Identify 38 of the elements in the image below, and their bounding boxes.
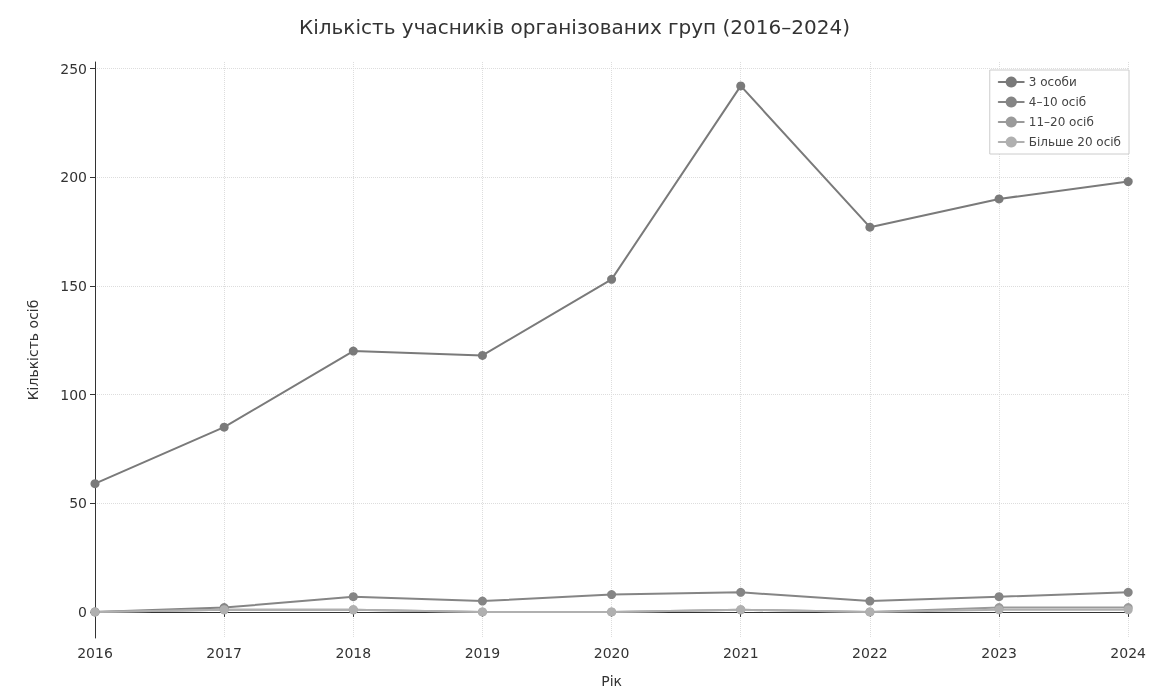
point [219, 422, 229, 432]
y-tick-label: 50 [69, 495, 87, 512]
legend-label: Більше 20 осіб [1028, 135, 1122, 149]
legend-label: 11–20 осіб [1028, 115, 1094, 129]
x-tick-label: 2018 [335, 645, 372, 661]
point [994, 194, 1004, 204]
x-tick-label: 2023 [981, 645, 1017, 661]
point [348, 592, 358, 602]
point [607, 590, 617, 600]
point [1123, 587, 1133, 597]
point [1123, 177, 1133, 187]
legend-label: 4–10 осіб [1028, 95, 1087, 109]
y-tick-label: 0 [78, 603, 87, 620]
y-tick-label: 150 [60, 277, 87, 294]
point [477, 596, 487, 606]
point [477, 350, 487, 360]
point [736, 81, 746, 91]
x-tick-label: 2020 [593, 645, 630, 661]
x-tick-label: 2016 [77, 645, 113, 661]
x-tick-label: 2017 [206, 645, 242, 661]
x-tick-label: 2022 [852, 645, 888, 661]
chart-title: Кількість учасників організованих груп (2016–2024) [299, 15, 850, 39]
x-tick-label: 2019 [464, 645, 501, 661]
y-axis-title: Кількість осіб [25, 299, 41, 401]
point [348, 346, 358, 356]
x-axis-title: Рік [601, 673, 622, 689]
point [736, 587, 746, 597]
x-tick-label: 2024 [1110, 645, 1147, 661]
point [994, 592, 1004, 602]
y-tick-label: 100 [60, 386, 87, 403]
point [90, 479, 100, 489]
point [865, 596, 875, 606]
y-tick-label: 200 [60, 169, 87, 186]
x-tick-label: 2021 [722, 645, 759, 661]
point [865, 222, 875, 232]
point [607, 274, 617, 284]
legend-label: 3 особи [1028, 75, 1077, 89]
y-tick-label: 250 [60, 60, 87, 77]
